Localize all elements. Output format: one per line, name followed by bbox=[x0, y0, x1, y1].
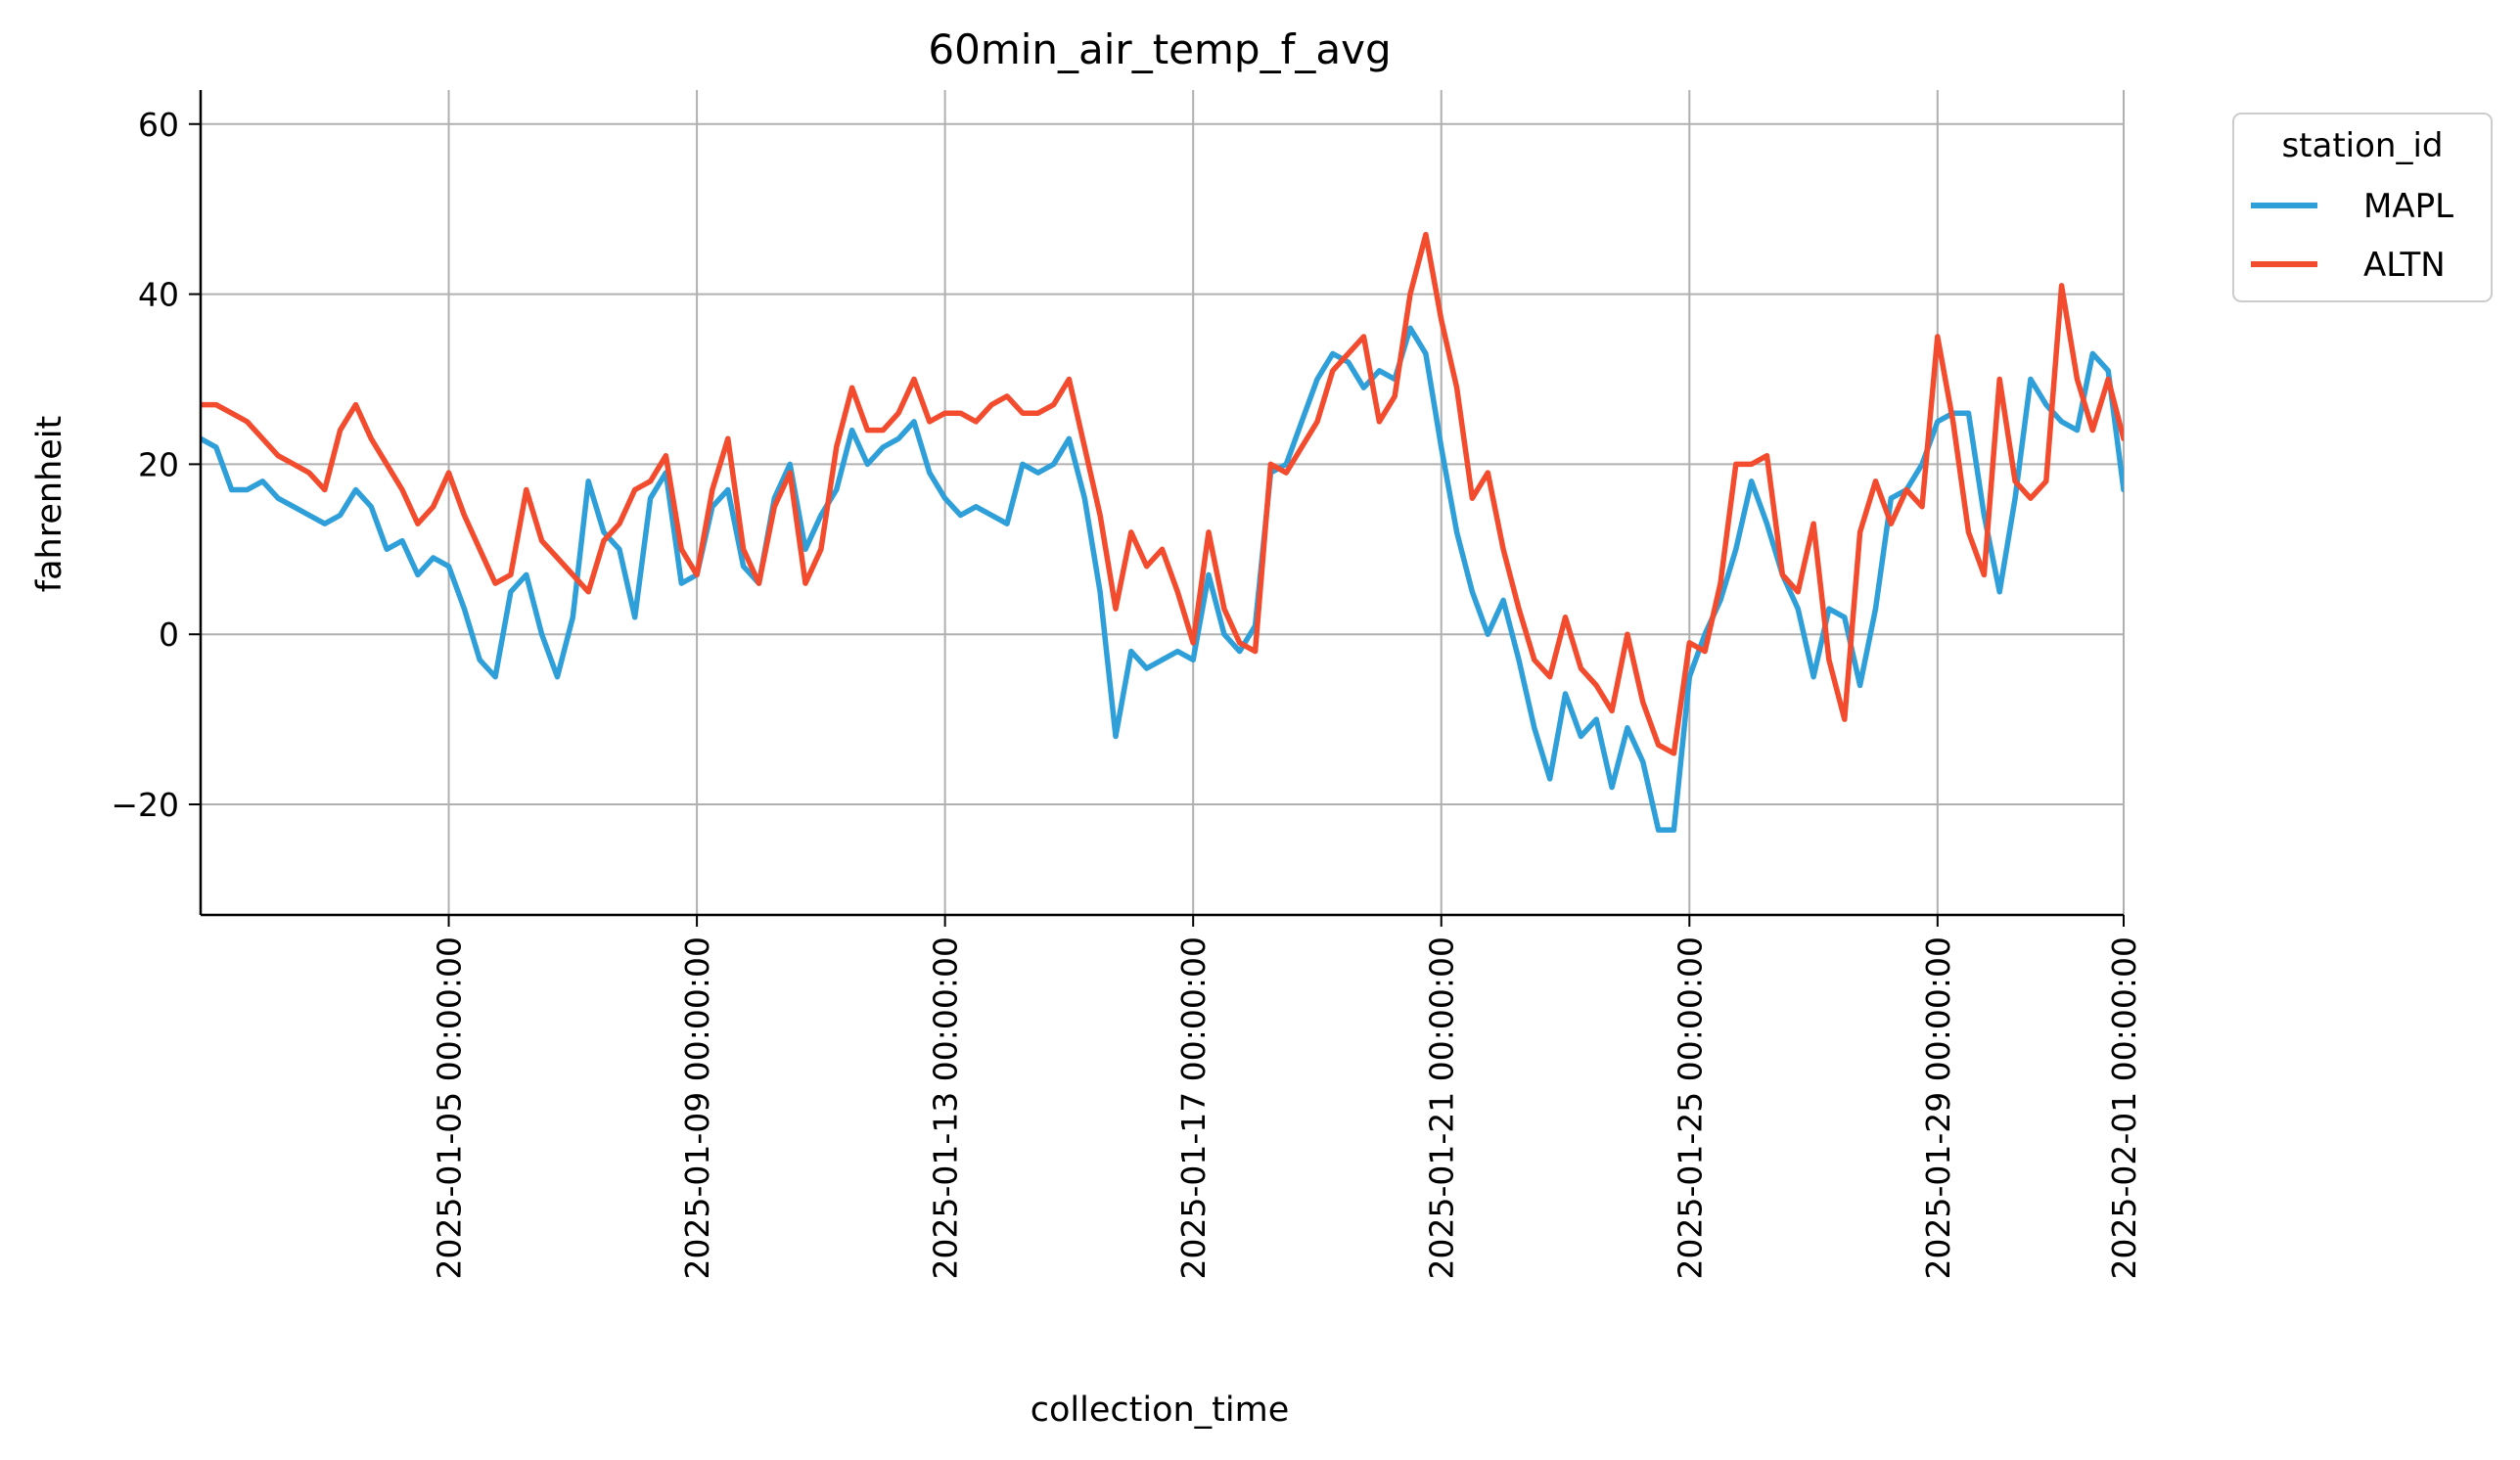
x-tick-label: 2025-01-17 00:00:00 bbox=[1174, 936, 1213, 1279]
x-tick-label: 2025-01-25 00:00:00 bbox=[1671, 936, 1709, 1279]
x-tick-label: 2025-01-09 00:00:00 bbox=[678, 936, 716, 1279]
series-line-mapl bbox=[201, 325, 2124, 833]
x-tick-label: 2025-01-21 00:00:00 bbox=[1423, 936, 1461, 1279]
series-line-altn bbox=[201, 231, 2124, 756]
y-tick-label: 40 bbox=[138, 276, 179, 314]
y-tick-label: −20 bbox=[111, 786, 179, 824]
x-tick-label: 2025-01-05 00:00:00 bbox=[431, 936, 469, 1279]
x-tick-label: 2025-01-29 00:00:00 bbox=[1919, 936, 1957, 1279]
y-tick-label: 20 bbox=[138, 445, 179, 483]
axes bbox=[199, 90, 2124, 917]
legend-title: station_id bbox=[2281, 126, 2443, 165]
chart-title: 60min_air_temp_f_avg bbox=[928, 25, 1391, 73]
y-tick-label: 60 bbox=[138, 106, 179, 144]
legend-label-mapl: MAPL bbox=[2363, 187, 2453, 226]
grid bbox=[201, 90, 2125, 915]
ticks: 60 40 20 0 −20 2025-01-05 00:00:00 2025-01-09 … bbox=[111, 106, 2143, 1280]
legend-frame bbox=[2232, 113, 2493, 302]
legend-label-altn: ALTN bbox=[2363, 246, 2446, 285]
y-tick-label: 0 bbox=[159, 616, 179, 654]
series-layer bbox=[201, 231, 2124, 833]
legend: station_id MAPL ALTN bbox=[2232, 113, 2493, 302]
y-axis-title: fahrenheit bbox=[30, 416, 69, 592]
x-tick-label: 2025-01-13 00:00:00 bbox=[927, 936, 965, 1279]
x-axis-title: collection_time bbox=[1031, 1391, 1290, 1430]
x-tick-label: 2025-02-01 00:00:00 bbox=[2105, 936, 2143, 1279]
